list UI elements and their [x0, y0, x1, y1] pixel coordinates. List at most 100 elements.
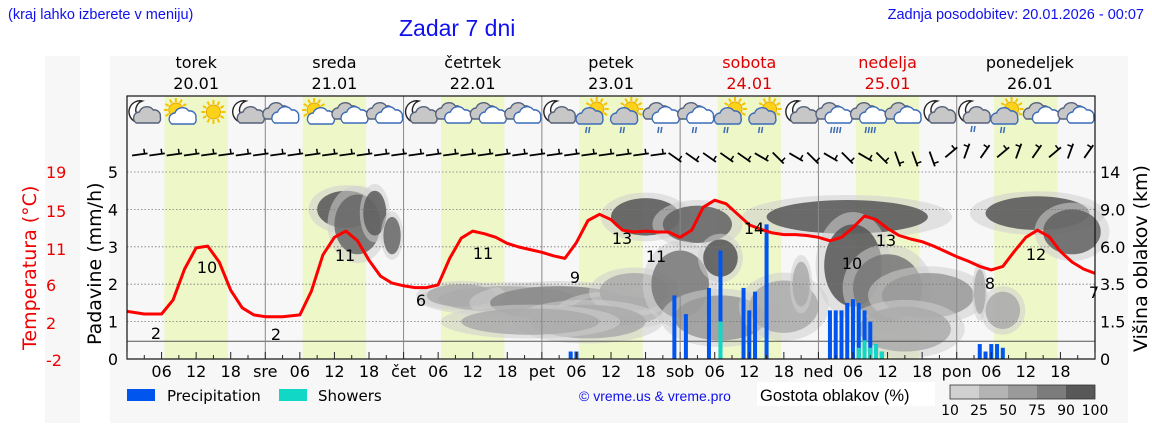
cloudy-icon: [1057, 102, 1095, 124]
legend-showers-label: Showers: [318, 387, 382, 405]
wind-barb: [270, 152, 286, 157]
x-tick-hour: 06: [843, 362, 863, 381]
moon-cloud-icon: [785, 100, 819, 124]
temp-value-label: 10: [842, 254, 862, 273]
density-tick: 90: [1057, 403, 1075, 419]
temp-value-label: 11: [335, 246, 355, 265]
precip-tick: 3: [108, 238, 118, 257]
cloud-rain-icon: [642, 102, 680, 134]
precip-tick: 2: [108, 275, 118, 294]
showers-bar: [868, 347, 873, 359]
cloud-height-tick: 9.0: [1100, 200, 1125, 219]
moon-cloud-icon: [923, 100, 957, 124]
x-tick-hour: 18: [912, 362, 932, 381]
x-tick-hour: 06: [705, 362, 725, 381]
wind-barb: [235, 152, 252, 157]
precip-bar: [868, 321, 873, 359]
wind-barb: [633, 152, 649, 157]
sun-cloud-icon: [302, 98, 336, 125]
day-date: 20.01: [173, 74, 219, 93]
density-title-bg: [757, 382, 935, 406]
precip-tick: 4: [108, 200, 118, 219]
wind-barb: [218, 152, 235, 157]
day-date: 26.01: [1007, 74, 1053, 93]
temperature-axis-panel: [45, 56, 80, 423]
moon-cloud-icon: [543, 100, 577, 124]
x-tick-hour: 18: [221, 362, 241, 381]
wind-barb: [460, 152, 477, 157]
wind-barb: [304, 152, 321, 157]
x-tick-hour: 06: [151, 362, 171, 381]
x-tick-hour: 12: [601, 362, 621, 381]
day-name: petek: [588, 53, 634, 72]
legend-precipitation-swatch: [127, 389, 155, 401]
precip-tick: 1: [108, 313, 118, 332]
cloud-height-tick: 3.5: [1100, 275, 1125, 294]
precip-bar: [977, 344, 982, 359]
cloudy-icon: [331, 102, 369, 124]
showers-bar: [718, 321, 723, 359]
day-date: 25.01: [865, 74, 911, 93]
temp-value-label: 11: [646, 247, 666, 266]
cloud-density-scale: 10 25 50 75 90 100: [941, 384, 1109, 419]
cloudy-icon: [504, 102, 542, 124]
density-tick: 100: [1082, 403, 1109, 419]
precip-bar: [718, 250, 723, 359]
cloudy-icon: [469, 102, 508, 124]
wind-barb: [911, 151, 919, 167]
moon-cloud-icon: [128, 100, 162, 124]
credit-link[interactable]: © vreme.us & vreme.pro: [579, 388, 731, 404]
cloud-rain-icon: [677, 102, 715, 134]
cloudy-icon: [884, 102, 922, 124]
temp-value-label: 7: [1089, 283, 1099, 302]
precipitation-bars: [568, 224, 1005, 359]
temp-tick: 11: [46, 240, 66, 259]
temp-tick: 6: [46, 276, 56, 295]
x-tick-hour: 18: [359, 362, 379, 381]
x-tick-hour: 12: [186, 362, 206, 381]
wind-barb: [408, 152, 425, 157]
day-name: ponedeljek: [986, 53, 1075, 72]
wind-barb: [477, 152, 494, 157]
temp-value-label: 6: [416, 291, 426, 310]
temp-value-label: 8: [985, 274, 995, 293]
wind-barb: [131, 152, 148, 157]
wind-barb: [373, 152, 390, 157]
temp-value-label: 2: [151, 324, 161, 343]
sun-icon: [201, 100, 226, 124]
temp-tick: 2: [46, 314, 56, 333]
sun-rain-icon: [575, 97, 609, 134]
temp-value-label: 11: [473, 244, 493, 263]
precip-bar: [839, 310, 844, 359]
x-tick-hour: 12: [324, 362, 344, 381]
cloudy-icon: [1022, 102, 1061, 124]
wind-barb: [979, 144, 991, 159]
moon-cloud-icon: [232, 100, 266, 124]
temp-value-label: 12: [1026, 245, 1046, 264]
weather-icons: [128, 97, 1095, 134]
temp-value-label: 13: [612, 229, 632, 248]
wind-barb: [598, 152, 615, 157]
wind-barb: [356, 152, 373, 157]
temp-value-label: 2: [271, 325, 281, 344]
day-name: sreda: [312, 53, 356, 72]
precip-bar: [568, 351, 573, 359]
wind-barb: [1083, 144, 1094, 159]
x-tick-hour: 12: [463, 362, 483, 381]
x-tick-hour: 12: [1016, 362, 1036, 381]
x-tick-hour: 06: [981, 362, 1001, 381]
sun-rain-icon: [990, 97, 1024, 134]
density-tick: 75: [1028, 403, 1046, 419]
density-tick: 25: [970, 403, 988, 419]
wind-barb: [685, 152, 700, 163]
last-update: Zadnja posodobitev: 20.01.2026 - 00:07: [887, 7, 1144, 23]
day-date: 23.01: [588, 74, 634, 93]
wind-barb: [443, 152, 459, 157]
day-name: sobota: [722, 53, 776, 72]
precip-axis-title: Padavine (mm/h): [84, 182, 106, 345]
axis-labels: torek20.01sreda21.01četrtek22.01petek23.…: [46, 53, 1125, 381]
precip-tick: 5: [108, 163, 118, 182]
sun-cloud-icon: [163, 98, 197, 125]
temp-tick: -2: [46, 351, 62, 370]
